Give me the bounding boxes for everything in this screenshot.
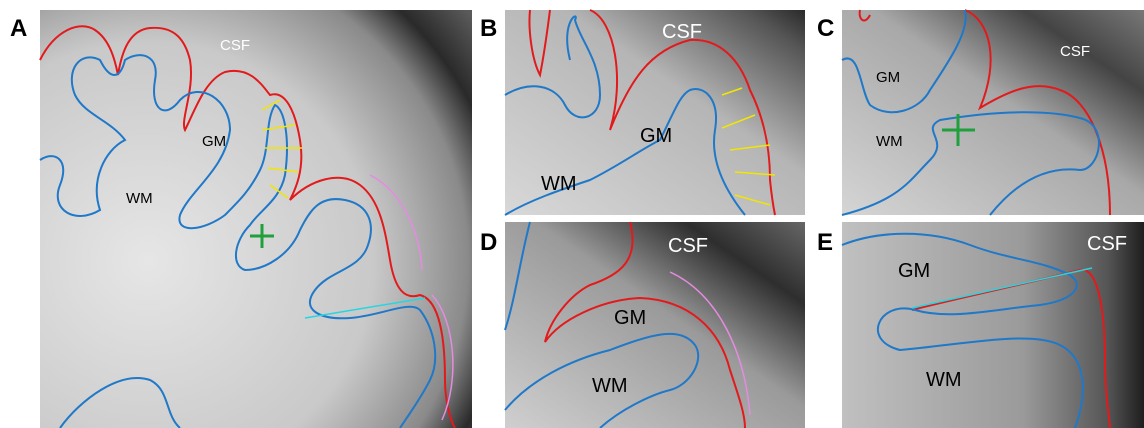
panel-label: B xyxy=(480,15,497,42)
annotation: CSF xyxy=(1087,233,1127,255)
annotation: GM xyxy=(898,260,930,282)
annotation: CSF xyxy=(668,235,708,257)
annotation: GM xyxy=(202,133,226,150)
annotation: CSF xyxy=(220,37,250,54)
annotation: GM xyxy=(640,125,672,147)
panel-label: E xyxy=(817,229,833,256)
panel-label: C xyxy=(817,15,834,42)
annotation: CSF xyxy=(662,21,702,43)
panel-image xyxy=(505,222,805,428)
panel-label: A xyxy=(10,15,27,42)
annotation: CSF xyxy=(1060,43,1090,60)
panel-label: D xyxy=(480,229,497,256)
annotation: WM xyxy=(926,369,962,391)
annotation: WM xyxy=(592,375,628,397)
annotation: GM xyxy=(614,307,646,329)
annotation: WM xyxy=(876,133,903,150)
annotation: GM xyxy=(876,69,900,86)
figure: A CSF GM WM B CSF GM WM C GM CSF WM D CS… xyxy=(0,0,1144,428)
annotation: WM xyxy=(126,190,153,207)
page: {"panels": [ {"label": "A", "annotations… xyxy=(0,0,1144,428)
annotation: WM xyxy=(541,173,577,195)
